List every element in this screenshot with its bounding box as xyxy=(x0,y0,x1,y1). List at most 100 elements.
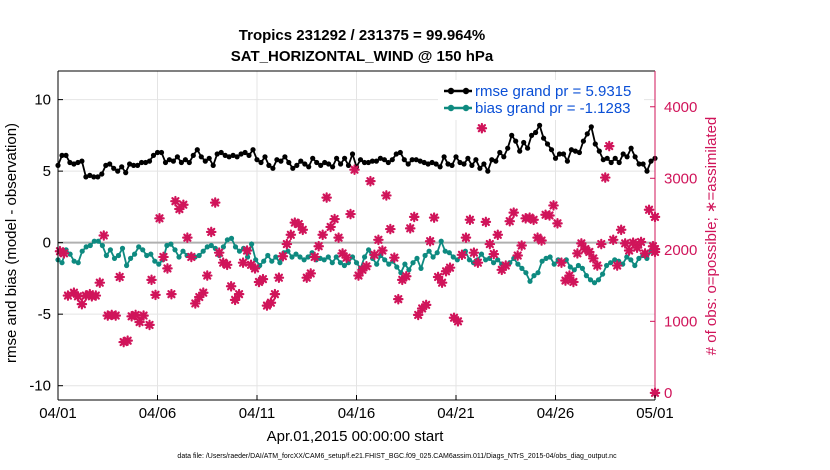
obs-count-point xyxy=(178,199,189,211)
bias-point xyxy=(305,254,311,260)
obs-count-point xyxy=(273,272,285,283)
bias-point xyxy=(111,255,118,261)
bias-point xyxy=(269,258,275,264)
obs-count-point xyxy=(146,274,157,286)
obs-count-point xyxy=(170,195,181,207)
rmse-point xyxy=(202,158,208,164)
obs-count-point xyxy=(209,197,221,208)
rmse-point xyxy=(429,159,435,166)
bias-point xyxy=(612,257,618,263)
rmse-point xyxy=(115,168,121,174)
rmse-point xyxy=(59,152,65,158)
obs-count-point xyxy=(492,229,504,241)
bias-point xyxy=(446,250,452,256)
obs-count-point xyxy=(377,245,388,256)
bias-point xyxy=(95,238,101,244)
obs-count-point xyxy=(496,264,508,276)
legend-rmse-marker xyxy=(447,87,455,95)
rmse-point xyxy=(513,138,519,144)
obs-count-point xyxy=(325,221,336,233)
obs-count-point xyxy=(599,172,611,183)
obs-count-point xyxy=(369,249,380,261)
obs-count-point xyxy=(524,212,535,223)
obs-count-point xyxy=(321,192,332,203)
obs-count-point xyxy=(190,298,201,309)
bias-point xyxy=(604,262,610,269)
y-axis-label-left: rmse and bias (model - observation) xyxy=(3,123,20,363)
rmse-point xyxy=(548,147,555,153)
bias-point xyxy=(434,250,440,256)
obs-count-point xyxy=(488,248,500,260)
rmse-point xyxy=(143,159,149,166)
rmse-point xyxy=(79,158,85,164)
bias-point xyxy=(119,245,126,251)
obs-count-point xyxy=(508,207,520,218)
rmse-point xyxy=(218,149,224,156)
rmse-point xyxy=(592,141,598,147)
bias-point xyxy=(608,260,614,266)
bias-point xyxy=(265,252,271,259)
obs-count-point xyxy=(548,200,559,211)
obs-count-point xyxy=(428,212,440,223)
rmse-point xyxy=(238,151,244,157)
rmse-point xyxy=(529,132,535,138)
rmse-point xyxy=(178,159,184,166)
bias-point xyxy=(176,254,182,260)
rmse-point xyxy=(146,158,153,164)
rmse-point xyxy=(298,158,304,164)
obs-count-point xyxy=(432,271,444,283)
obs-count-point xyxy=(552,218,563,229)
obs-count-point xyxy=(639,248,651,259)
obs-count-point xyxy=(138,310,149,321)
obs-count-point xyxy=(389,252,400,263)
bias-point xyxy=(402,261,408,267)
rmse-point xyxy=(385,159,391,166)
bias-point xyxy=(136,244,142,250)
rmse-point xyxy=(401,157,407,163)
obs-count-point xyxy=(345,208,356,220)
obs-count-point xyxy=(504,215,516,227)
bias-point xyxy=(236,248,243,254)
rmse-point xyxy=(266,162,272,168)
rmse-point xyxy=(214,151,220,157)
rmse-point xyxy=(521,139,527,146)
rmse-point xyxy=(139,159,145,166)
bias-point xyxy=(71,258,77,264)
rmse-point xyxy=(83,174,89,180)
rmse-point xyxy=(111,165,117,171)
rmse-point xyxy=(369,158,375,164)
x-axis-label: Apr.01,2015 00:00:00 start xyxy=(267,428,445,445)
obs-count-point xyxy=(62,290,74,301)
rmse-point xyxy=(338,161,344,167)
obs-count-point xyxy=(201,270,213,281)
bias-point xyxy=(329,260,335,266)
obs-count-point xyxy=(297,224,309,236)
obs-count-point xyxy=(333,232,344,243)
bias-point xyxy=(483,257,489,263)
rmse-point xyxy=(525,145,531,151)
bias-point xyxy=(523,270,529,276)
obs-count-point xyxy=(357,264,368,276)
rmse-point xyxy=(258,159,264,166)
obs-count-point xyxy=(98,230,110,241)
rmse-point xyxy=(616,159,622,166)
bias-point xyxy=(600,271,606,277)
bias-point xyxy=(583,273,590,279)
bias-point xyxy=(224,237,230,243)
obs-count-point xyxy=(444,262,456,273)
rmse-point xyxy=(632,154,638,160)
obs-count-point xyxy=(225,280,237,292)
x-tick-label: 04/26 xyxy=(537,405,575,422)
obs-count-point xyxy=(584,246,595,258)
rmse-point xyxy=(174,154,180,160)
obs-count-point xyxy=(245,259,257,271)
bias-point xyxy=(636,255,642,261)
bias-point xyxy=(124,262,130,269)
rmse-point xyxy=(628,145,634,151)
x-tick-label: 04/21 xyxy=(437,405,475,422)
bias-point xyxy=(628,257,634,263)
obs-count-point xyxy=(381,190,392,201)
obs-count-point xyxy=(317,229,328,241)
rmse-point xyxy=(262,154,268,160)
rmse-point xyxy=(644,168,650,174)
